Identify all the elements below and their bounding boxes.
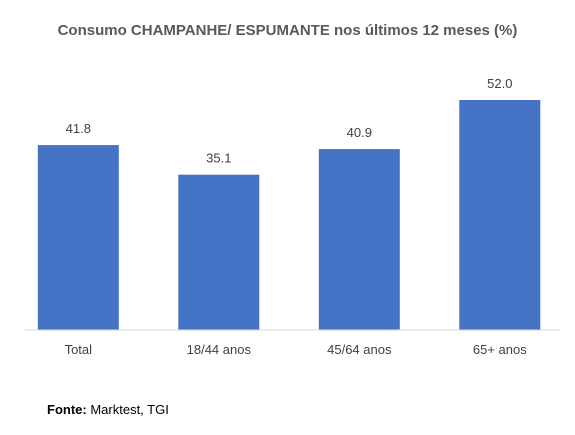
bars-group	[37, 100, 541, 330]
category-ticks-group: Total 18/44 anos 45/64 anos 65+ anos	[65, 342, 528, 357]
chart-title: Consumo CHAMPANHE/ ESPUMANTE nos últimos…	[57, 22, 518, 39]
category-label-1: Total	[65, 342, 93, 357]
bar-1	[37, 145, 119, 330]
category-label-2: 18/44 anos	[187, 342, 252, 357]
category-label-3: 45/64 anos	[327, 342, 392, 357]
bar-3	[318, 149, 400, 330]
bar-4	[459, 100, 541, 330]
category-label-4: 65+ anos	[473, 342, 527, 357]
data-labels-group: 41.8 35.1 40.9 52.0	[66, 76, 513, 166]
data-label-1: 41.8	[66, 121, 91, 136]
bar-2	[178, 174, 260, 330]
source-label: Fonte:	[47, 402, 87, 417]
source-text: Marktest, TGI	[90, 402, 169, 417]
source-note: Fonte: Marktest, TGI	[47, 402, 169, 417]
data-label-2: 35.1	[206, 151, 231, 166]
data-label-4: 52.0	[487, 76, 512, 91]
data-label-3: 40.9	[347, 125, 372, 140]
